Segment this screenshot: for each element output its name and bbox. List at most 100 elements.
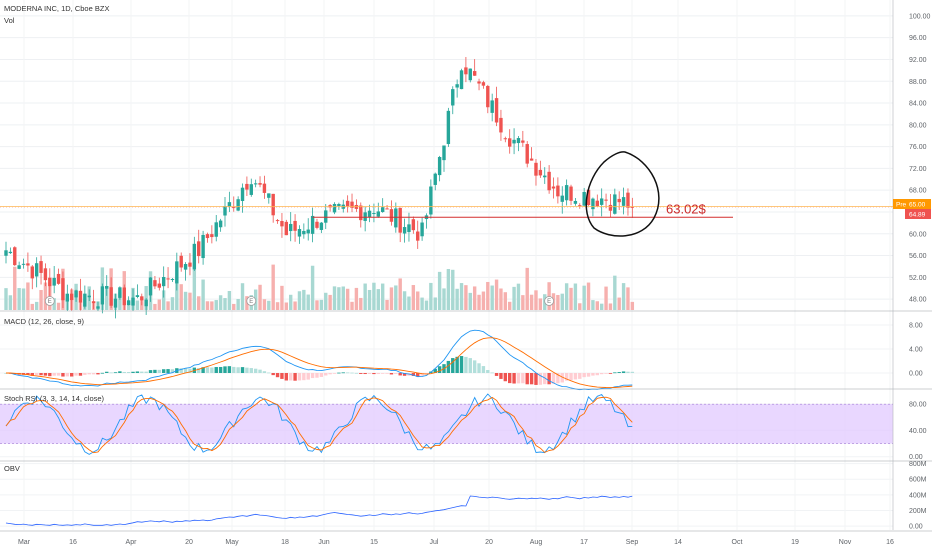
volume-bar [613, 275, 617, 310]
candle-body [253, 183, 258, 185]
candle-body [468, 68, 472, 81]
macd-histogram-bar [83, 373, 87, 375]
candle-body [170, 279, 175, 281]
macd-histogram-bar [608, 373, 613, 374]
volume-bar [416, 291, 420, 310]
macd-histogram-bar [166, 369, 170, 373]
macd-histogram-bar [135, 371, 140, 373]
obv-line [5, 495, 633, 526]
x-axis-label: 14 [674, 539, 682, 546]
obv-label[interactable]: OBV [4, 464, 20, 473]
volume-bar [354, 287, 359, 310]
x-axis-label: Apr [126, 539, 138, 546]
macd-histogram-bar [459, 356, 464, 373]
volume-bar [512, 286, 516, 310]
macd-histogram-bar [481, 366, 486, 373]
volume-bar [398, 278, 402, 310]
macd-histogram-bar [472, 360, 477, 373]
macd-histogram-bar [271, 373, 275, 376]
volume-bar [271, 264, 275, 310]
volume-bar [477, 294, 481, 310]
candle-body [310, 215, 315, 234]
svg-text:64.89: 64.89 [909, 212, 926, 219]
macd-histogram-bar [201, 367, 205, 373]
macd-histogram-bar [30, 373, 34, 376]
volume-label: Vol [4, 16, 15, 25]
candle-body [394, 208, 398, 228]
candle-body [416, 231, 420, 241]
obv-tick-label: 400M [909, 492, 927, 499]
stoch-rsi-label[interactable]: Stoch RSI (3, 3, 14, 14, close) [4, 394, 105, 403]
candle-body [451, 89, 455, 106]
volume-bar [297, 291, 302, 310]
obv-tick-label: 200M [909, 508, 927, 515]
macd-histogram-bar [61, 373, 65, 377]
macd-histogram-bar [262, 371, 267, 373]
candle-body [437, 156, 442, 176]
candle-body [153, 280, 157, 287]
macd-histogram-bar [599, 373, 604, 375]
candle-body [30, 266, 34, 279]
svg-text:E: E [547, 299, 551, 305]
macd-histogram-bar [157, 369, 161, 373]
candle-body [258, 183, 262, 185]
volume-bar [258, 284, 262, 310]
macd-histogram-bar [236, 367, 240, 373]
macd-histogram-bar [455, 356, 459, 373]
macd-histogram-bar [324, 373, 328, 376]
macd-histogram-bar [183, 368, 188, 373]
macd-histogram-bar [328, 373, 332, 375]
candle-body [446, 110, 451, 145]
volume-bar [481, 291, 486, 310]
volume-bar [267, 300, 271, 310]
volume-bar [494, 279, 499, 310]
candle-body [508, 138, 512, 147]
volume-bar [437, 271, 442, 310]
volume-bar [240, 283, 245, 310]
candle-body [578, 205, 582, 207]
volume-bar [170, 297, 175, 310]
macd-histogram-bar [297, 373, 302, 381]
symbol-title[interactable]: MODERNA INC, 1D, Cboe BZX [4, 4, 109, 13]
volume-bar [350, 301, 354, 310]
macd-histogram-bar [293, 373, 297, 381]
candle-body [472, 71, 477, 76]
volume-bar [429, 282, 433, 310]
volume-bar [486, 281, 490, 310]
annotation-drawing[interactable]: 63.02$ [312, 151, 733, 237]
candle-body [538, 169, 543, 176]
candle-body [613, 194, 617, 214]
volume-bar [617, 297, 621, 310]
candle-body [521, 140, 525, 143]
volume-bar [205, 301, 210, 310]
macd-histogram-bar [477, 363, 481, 373]
candle-body [34, 263, 39, 277]
candle-body [455, 84, 459, 88]
volume-bar [328, 294, 332, 310]
obv-tick-label: 600M [909, 477, 927, 484]
volume-bar [451, 269, 455, 310]
volume-bar [197, 296, 201, 310]
macd-histogram-bar [179, 368, 183, 373]
volume-bar [223, 298, 227, 310]
macd-histogram-bar [218, 366, 223, 373]
volume-bar [595, 301, 599, 310]
candle-body [218, 220, 223, 228]
svg-text:Pre: Pre [896, 202, 907, 209]
volume-bar [433, 297, 437, 310]
candle-body [161, 277, 166, 287]
candle-body [525, 144, 529, 164]
macd-tick-label: 8.00 [909, 323, 923, 330]
macd-label[interactable]: MACD (12, 26, close, 9) [4, 317, 85, 326]
macd-histogram-bar [591, 373, 595, 376]
volume-bar [621, 283, 626, 310]
volume-bar [30, 303, 34, 310]
macd-tick-label: 0.00 [909, 371, 923, 378]
macd-histogram-bar [433, 368, 437, 373]
volume-bar [34, 301, 39, 310]
macd-histogram-bar [302, 373, 306, 381]
circle-drawing[interactable] [585, 151, 660, 237]
candle-body [380, 207, 385, 212]
candle-body [275, 220, 280, 222]
